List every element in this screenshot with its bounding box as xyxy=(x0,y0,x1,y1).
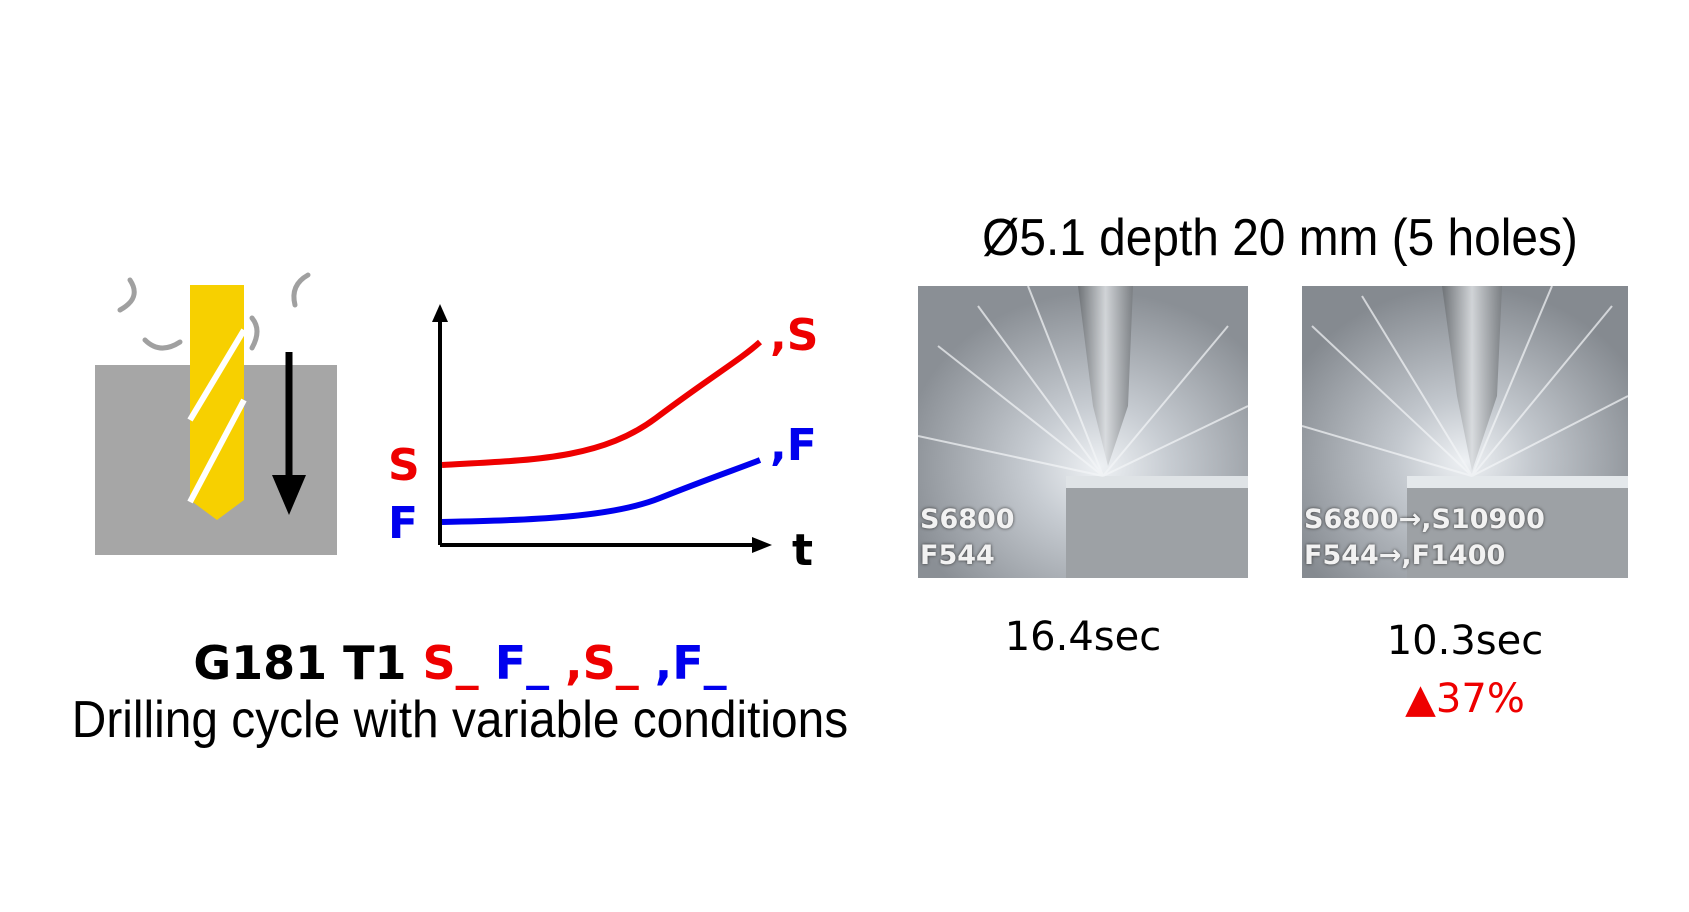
after-cycle-time: 10.3sec xyxy=(1386,618,1544,664)
before-feed-label: F544 xyxy=(920,540,995,571)
s-start-label: S xyxy=(388,440,420,491)
s-curve xyxy=(441,339,763,468)
machining-photo-illustration xyxy=(1302,286,1628,578)
chip-icon xyxy=(291,272,311,308)
improvement-badge: ▲37% xyxy=(1405,676,1525,722)
after-speed-label: S6800→,S10900 xyxy=(1304,504,1545,535)
photo-before: S6800 F544 xyxy=(918,286,1248,578)
x-axis-arrow xyxy=(752,537,772,553)
chip-icon xyxy=(142,337,183,351)
drilling-illustration xyxy=(95,272,337,555)
f-start-label: F xyxy=(388,498,418,549)
feed-direction-arrow-head xyxy=(272,475,306,515)
drill-flute xyxy=(187,398,247,504)
s2-param: ,S_ xyxy=(565,636,655,690)
g-code-command: G181 T1 S_ F_ ,S_ ,F_ xyxy=(40,636,880,690)
f-curve xyxy=(441,457,762,525)
chip-icon xyxy=(249,315,260,351)
speed-feed-graph: S F ,S ,F t xyxy=(388,304,818,576)
s-param: S_ xyxy=(422,636,495,690)
before-speed-label: S6800 xyxy=(920,504,1015,535)
drill-bit xyxy=(190,285,244,520)
photo-after: S6800→,S10900 F544→,F1400 xyxy=(1302,286,1628,578)
before-cycle-time: 16.4sec xyxy=(1004,614,1162,660)
after-feed-label: F544→,F1400 xyxy=(1304,540,1506,571)
comparison-title: Ø5.1 depth 20 mm (5 holes) xyxy=(982,209,1578,267)
f-param: F_ xyxy=(494,636,566,690)
f2-param: ,F_ xyxy=(654,636,727,690)
chip-icon xyxy=(117,277,137,313)
f-end-label: ,F xyxy=(770,420,817,471)
drill-flute xyxy=(187,328,247,422)
y-axis-arrow xyxy=(432,304,448,322)
cycle-description: Drilling cycle with variable conditions xyxy=(71,691,849,749)
machining-photo-illustration xyxy=(918,286,1248,578)
command-prefix: G181 T1 xyxy=(193,636,423,690)
t-axis-label: t xyxy=(792,525,813,576)
s-end-label: ,S xyxy=(770,310,818,361)
